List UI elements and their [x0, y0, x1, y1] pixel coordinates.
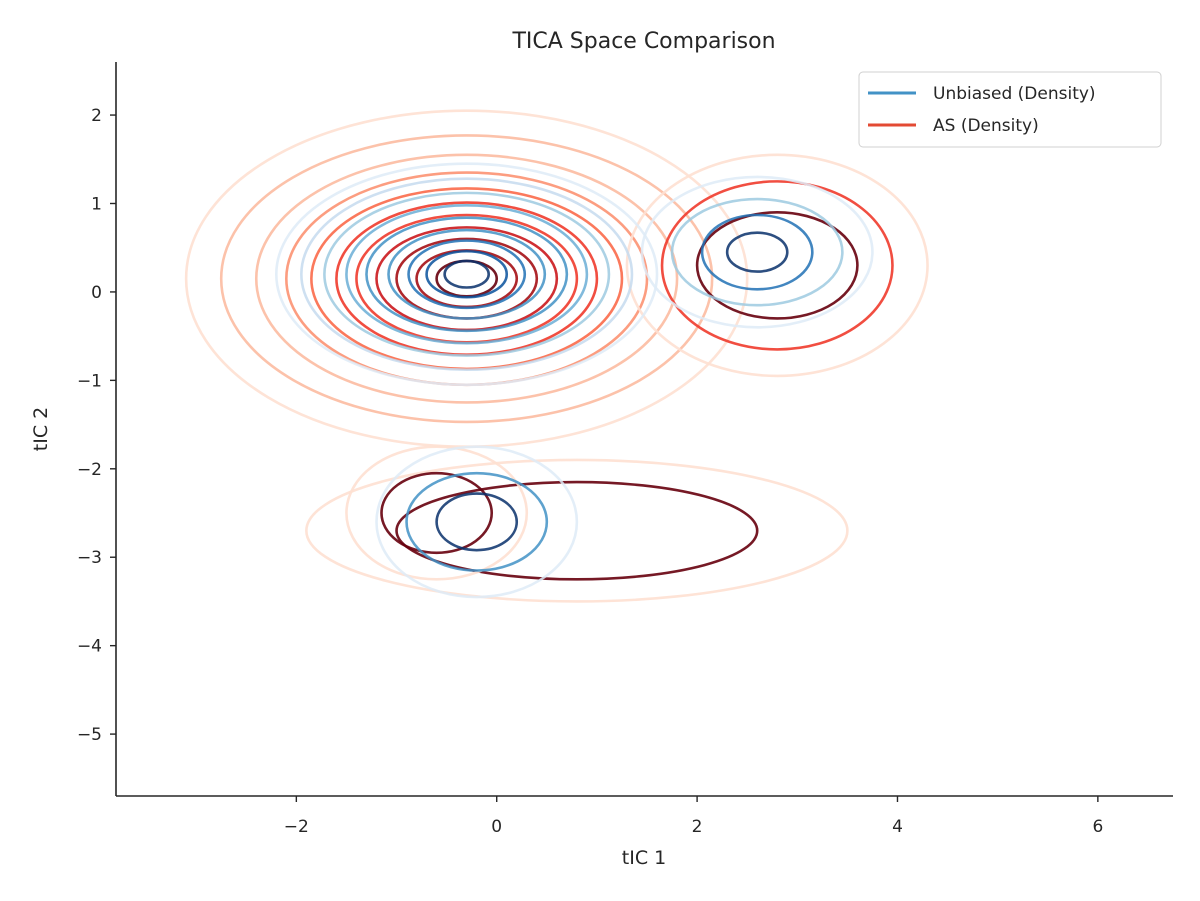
chart-title: TICA Space Comparison [511, 29, 775, 54]
contour-line-unbiased [365, 216, 569, 333]
plot-contours [184, 109, 929, 603]
contour-line-unbiased [345, 203, 589, 345]
contour-line-as [305, 458, 849, 603]
contour-line-unbiased [435, 492, 519, 552]
y-tick-label: 2 [91, 106, 102, 126]
contour-line-unbiased [443, 259, 491, 289]
contour-line-as [254, 153, 679, 404]
y-tick-label: −4 [77, 637, 102, 657]
y-tick-label: −3 [77, 548, 102, 568]
contour-line-as [660, 180, 894, 351]
x-tick-label: −2 [284, 817, 309, 837]
x-tick-label: 2 [692, 817, 703, 837]
contour-line-unbiased [387, 228, 547, 320]
contour-line-unbiased [405, 471, 549, 572]
contour-line-as [375, 226, 559, 332]
x-tick-label: 6 [1092, 817, 1103, 837]
y-tick-label: 1 [91, 194, 102, 214]
contour-line-unbiased [670, 197, 844, 307]
x-tick-label: 4 [892, 817, 903, 837]
y-tick-label: 0 [91, 283, 102, 303]
y-tick-label: −5 [77, 725, 102, 745]
contour-line-as [380, 471, 494, 555]
contour-line-as [219, 134, 714, 424]
contour-line-unbiased [425, 249, 509, 299]
x-axis-label: tIC 1 [622, 847, 666, 869]
contour-line-unbiased [700, 213, 814, 291]
y-tick-label: −1 [77, 371, 102, 391]
contour-line-as [625, 153, 929, 378]
contour-line-as [695, 211, 859, 320]
legend-label-as: AS (Density) [933, 116, 1039, 136]
contour-line-unbiased [407, 239, 527, 310]
legend-frame [858, 71, 1162, 148]
legend-label-unbiased: Unbiased (Density) [933, 84, 1096, 104]
y-tick-label: −2 [77, 460, 102, 480]
contour-line-unbiased [300, 177, 634, 372]
x-ticks: −2 0 2 4 6 [284, 796, 1103, 837]
contour-line-unbiased [725, 231, 789, 273]
contour-line-as [345, 445, 529, 581]
contour-line-unbiased [323, 191, 611, 357]
y-axis-label: tIC 2 [30, 407, 52, 451]
contour-line-unbiased [275, 162, 659, 387]
y-ticks: −5 −4 −3 −2 −1 0 1 2 [77, 106, 116, 745]
contour-line-unbiased [640, 175, 874, 329]
contour-line-unbiased [375, 445, 579, 599]
x-tick-label: 0 [491, 817, 502, 837]
legend: Unbiased (Density) AS (Density) [858, 71, 1162, 148]
contour-line-as [395, 480, 759, 581]
